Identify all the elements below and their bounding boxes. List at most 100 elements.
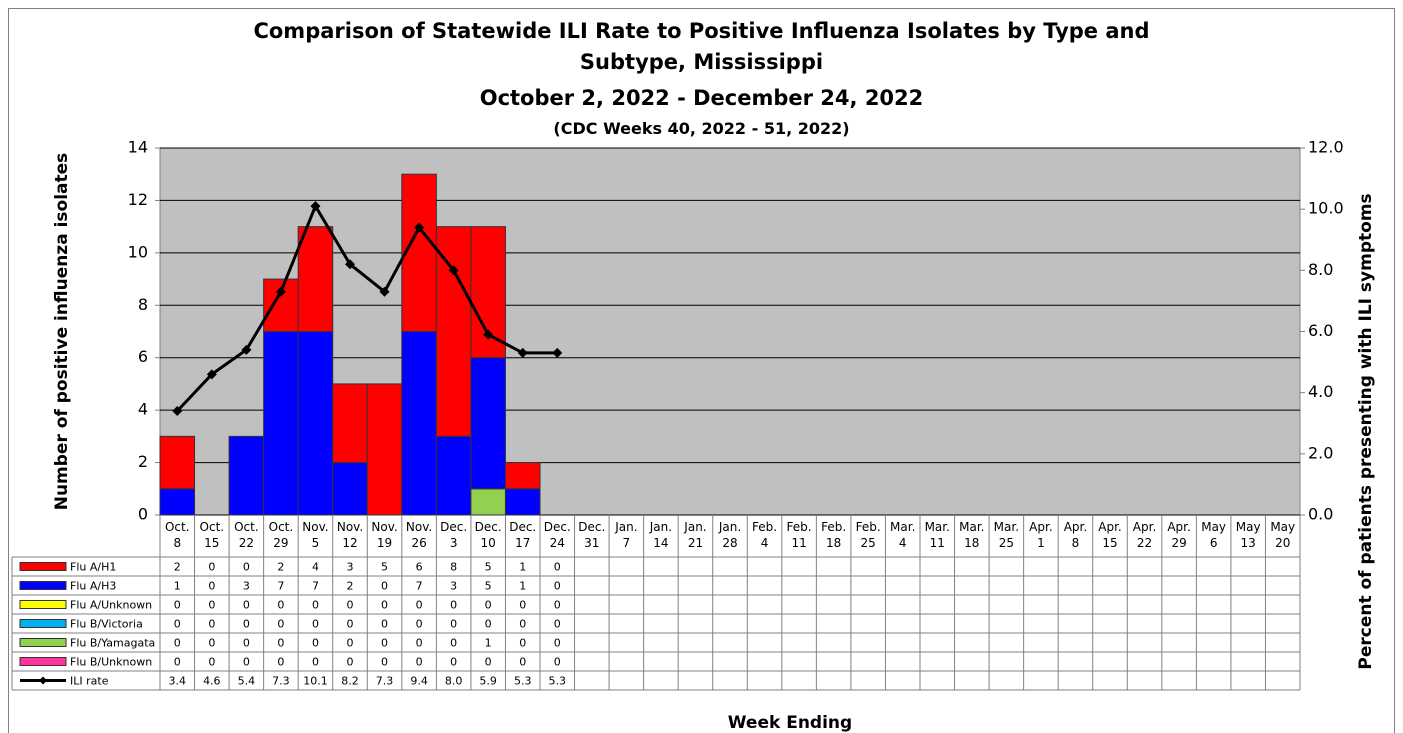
table-value: 0 bbox=[485, 656, 492, 669]
bar bbox=[297, 226, 334, 332]
table-value: 0 bbox=[208, 561, 215, 574]
x-tick-label: Oct. 29 bbox=[269, 520, 294, 550]
table-value: 2 bbox=[277, 561, 284, 574]
y2-tick-label: 2.0 bbox=[1308, 443, 1333, 462]
table-value: 0 bbox=[485, 599, 492, 612]
x-tick-label: Oct. 8 bbox=[165, 520, 190, 550]
y2-tick-label: 0.0 bbox=[1308, 505, 1333, 524]
x-tick-label: Mar. 11 bbox=[925, 520, 950, 550]
table-value: 0 bbox=[174, 618, 181, 631]
table-value: 0 bbox=[554, 618, 561, 631]
x-tick-label: May 20 bbox=[1270, 520, 1295, 550]
y2-tick-label: 10.0 bbox=[1308, 199, 1344, 218]
x-tick-label: Dec. 31 bbox=[578, 520, 605, 550]
y2-tick-label: 12.0 bbox=[1308, 138, 1344, 157]
table-value: 1 bbox=[174, 580, 181, 593]
legend-label: Flu A/Unknown bbox=[70, 599, 152, 612]
table-value: 7 bbox=[312, 580, 319, 593]
x-tick-label: Jan. 21 bbox=[683, 520, 706, 550]
bar bbox=[401, 331, 437, 516]
x-tick-label: Oct. 22 bbox=[234, 520, 259, 550]
table-value: 0 bbox=[416, 656, 423, 669]
table-value: 0 bbox=[208, 580, 215, 593]
line-marker bbox=[172, 406, 183, 417]
y-tick-label: 10 bbox=[128, 242, 148, 261]
legend-label: Flu B/Victoria bbox=[70, 618, 143, 631]
table-value: 0 bbox=[174, 656, 181, 669]
legend-key bbox=[19, 657, 67, 666]
table-value: 0 bbox=[243, 637, 250, 650]
table-value: 5 bbox=[485, 561, 492, 574]
table-value: 0 bbox=[519, 618, 526, 631]
table-value: 4 bbox=[312, 561, 319, 574]
legend-label: Flu A/H1 bbox=[70, 561, 116, 574]
chart-subtitle: October 2, 2022 - December 24, 2022 bbox=[479, 86, 924, 110]
line-marker bbox=[379, 286, 390, 297]
legend-key bbox=[39, 676, 47, 685]
y2-tick-label: 8.0 bbox=[1308, 260, 1333, 279]
bar bbox=[159, 435, 196, 490]
line-marker bbox=[345, 259, 355, 270]
table-value: 0 bbox=[243, 561, 250, 574]
table-value: 5.3 bbox=[549, 675, 567, 688]
table-value: 5.9 bbox=[479, 675, 497, 688]
table-value: 0 bbox=[381, 656, 388, 669]
x-tick-label: May 13 bbox=[1236, 520, 1261, 550]
bar bbox=[332, 383, 368, 464]
table-value: 9.4 bbox=[410, 675, 428, 688]
table-value: 0 bbox=[312, 599, 319, 612]
table-value: 0 bbox=[243, 599, 250, 612]
table-value: 0 bbox=[381, 618, 388, 631]
table-value: 0 bbox=[381, 599, 388, 612]
table-value: 0 bbox=[554, 561, 561, 574]
x-tick-label: Nov. 12 bbox=[337, 520, 363, 550]
table-value: 0 bbox=[208, 656, 215, 669]
x-tick-label: Feb. 18 bbox=[821, 520, 846, 550]
table-value: 0 bbox=[416, 618, 423, 631]
table-value: 0 bbox=[312, 656, 319, 669]
x-tick-label: Apr. 29 bbox=[1167, 520, 1190, 550]
x-tick-label: Feb. 4 bbox=[752, 520, 777, 550]
table-value: 0 bbox=[554, 656, 561, 669]
legend-label: Flu B/Yamagata bbox=[70, 637, 155, 650]
y2-axis-label: Percent of patients presenting with ILI … bbox=[1356, 193, 1376, 669]
bar bbox=[228, 435, 265, 516]
table-value: 7.3 bbox=[272, 675, 290, 688]
table-value: 0 bbox=[208, 599, 215, 612]
table-value: 2 bbox=[347, 580, 354, 593]
x-tick-label: Dec. 10 bbox=[475, 520, 502, 550]
table-value: 4.6 bbox=[203, 675, 221, 688]
table-value: 1 bbox=[519, 580, 526, 593]
table-value: 0 bbox=[450, 599, 457, 612]
table-value: 0 bbox=[243, 656, 250, 669]
line-marker bbox=[517, 347, 528, 358]
line-marker bbox=[483, 329, 494, 340]
x-axis-label: Week Ending bbox=[728, 713, 852, 733]
line-marker bbox=[275, 286, 286, 297]
bar bbox=[159, 488, 196, 516]
table-value: 0 bbox=[381, 637, 388, 650]
table-value: 0 bbox=[347, 618, 354, 631]
line bbox=[176, 202, 558, 413]
table-value: 0 bbox=[208, 637, 215, 650]
table-value: 0 bbox=[450, 637, 457, 650]
y-tick-label: 12 bbox=[128, 190, 148, 209]
y-tick-label: 2 bbox=[138, 452, 148, 471]
table-value: 0 bbox=[381, 580, 388, 593]
table-value: 0 bbox=[554, 580, 561, 593]
x-tick-label: Jan. 28 bbox=[718, 520, 741, 550]
y-tick-label: 14 bbox=[128, 138, 148, 157]
x-tick-label: Apr. 1 bbox=[1029, 520, 1052, 550]
table-value: 0 bbox=[277, 618, 284, 631]
y2-tick-label: 6.0 bbox=[1308, 321, 1333, 340]
table-value: 8.2 bbox=[341, 675, 359, 688]
bar bbox=[297, 331, 334, 516]
table-value: 7 bbox=[416, 580, 423, 593]
table-value: 0 bbox=[312, 637, 319, 650]
table-value: 0 bbox=[277, 656, 284, 669]
x-tick-label: Feb. 11 bbox=[787, 520, 812, 550]
table-value: 3 bbox=[347, 561, 354, 574]
table-value: 7 bbox=[277, 580, 284, 593]
legend-label: Flu A/H3 bbox=[70, 580, 116, 593]
line-marker bbox=[448, 265, 459, 276]
